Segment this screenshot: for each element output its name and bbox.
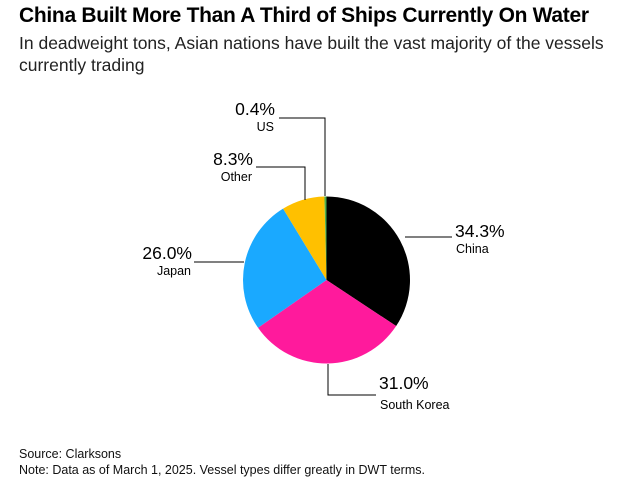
pie-slice-japan (242, 208, 327, 328)
slice-category-label-other: Other (221, 170, 252, 184)
pie-slices (242, 196, 410, 364)
slice-category-label-china: China (456, 242, 489, 256)
slice-category-label-japan: Japan (157, 264, 191, 278)
source-note: Source: Clarksons (19, 447, 122, 461)
pie-slice-china (326, 196, 410, 327)
slice-value-label-other: 8.3% (213, 149, 253, 169)
chart-subtitle: In deadweight tons, Asian nations have b… (19, 33, 604, 75)
leader-line-south-korea (327, 364, 376, 396)
leader-lines (194, 117, 452, 396)
slice-category-label-us: US (257, 120, 274, 134)
leader-line-us (279, 117, 326, 196)
slice-value-label-china: 34.3% (455, 221, 505, 241)
slice-value-label-us: 0.4% (235, 99, 275, 119)
leader-line-other (256, 166, 306, 200)
slice-category-label-south-korea: South Korea (380, 398, 450, 412)
slice-value-label-south-korea: 31.0% (379, 373, 429, 393)
pie-slice-other (283, 196, 327, 280)
chart-title: China Built More Than A Third of Ships C… (19, 4, 589, 27)
footnote: Note: Data as of March 1, 2025. Vessel t… (19, 463, 425, 477)
pie-slice-us (324, 196, 327, 280)
pie-slice-south-korea (258, 280, 397, 364)
slice-value-label-japan: 26.0% (142, 243, 192, 263)
